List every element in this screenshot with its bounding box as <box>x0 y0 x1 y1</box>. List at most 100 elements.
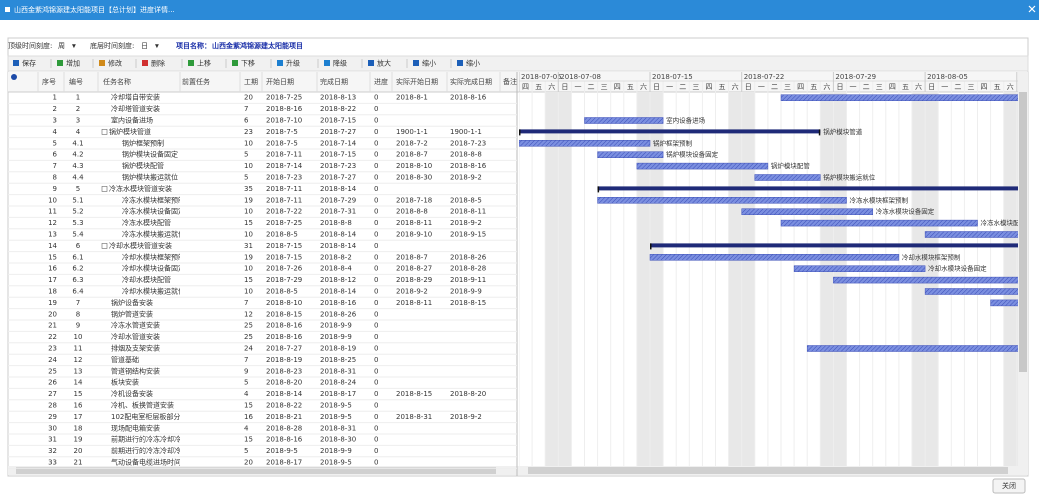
task-bar[interactable] <box>780 219 978 227</box>
cell: 4 <box>76 128 81 136</box>
weekday-label: 日 <box>745 83 752 91</box>
v-scroll-thumb[interactable] <box>1019 92 1027 372</box>
task-bar[interactable] <box>636 162 769 170</box>
toolbar-button[interactable]: 缩小 <box>422 59 436 68</box>
column-header[interactable]: 序号 <box>42 77 56 86</box>
toolbar-button[interactable]: 下移 <box>241 59 255 68</box>
column-header[interactable]: 开始日期 <box>266 77 294 86</box>
column-header[interactable]: 实际开始日期 <box>396 77 438 86</box>
top-scale-select[interactable]: 周 <box>58 42 65 50</box>
cell: 2018-9-2 <box>450 413 482 421</box>
task-name: 现场配电箱安装 <box>111 423 160 432</box>
cell: 2018-8-15 <box>396 390 432 398</box>
task-bar[interactable] <box>754 174 821 181</box>
toolbar-button[interactable]: 上移 <box>197 59 211 68</box>
task-bar[interactable] <box>584 117 664 124</box>
toolbar-icon[interactable] <box>457 60 463 66</box>
task-bar[interactable] <box>741 208 873 215</box>
column-header[interactable]: 完成日期 <box>320 77 348 86</box>
cell: 2018-9-5 <box>320 413 352 421</box>
toolbar-button[interactable]: 修改 <box>108 59 122 68</box>
h-scroll-thumb[interactable] <box>16 467 496 474</box>
bottom-scale-select[interactable]: 日 <box>141 42 148 50</box>
cell: 0 <box>374 367 378 375</box>
task-name: 冷冻水模块搬运就位 <box>122 230 185 239</box>
toolbar-button[interactable]: 升级 <box>286 59 300 68</box>
toolbar-icon[interactable] <box>413 60 419 66</box>
column-header[interactable]: 进度 <box>374 77 388 86</box>
toolbar-icon[interactable] <box>142 60 148 66</box>
cell: 2018-9-2 <box>450 219 482 227</box>
task-bar[interactable] <box>924 288 1039 295</box>
cell: 7 <box>244 299 248 307</box>
task-bar[interactable] <box>990 299 1039 307</box>
bar-label: 锅炉模块管道 <box>823 127 863 136</box>
task-name: 冷冻水模块配管 <box>122 218 171 227</box>
collapse-toggle[interactable] <box>101 186 108 192</box>
cell: 2018-7-15 <box>266 242 302 250</box>
column-header[interactable]: 前置任务 <box>182 77 210 86</box>
task-bar[interactable] <box>806 345 1039 352</box>
cell: 2018-8-16 <box>450 162 487 170</box>
toolbar-button[interactable]: 放大 <box>377 59 391 68</box>
cell: 7 <box>76 299 80 307</box>
column-header[interactable]: 实际完成日期 <box>450 77 492 86</box>
task-bar[interactable] <box>793 265 926 272</box>
cell: 19 <box>244 196 253 204</box>
task-bar[interactable] <box>780 94 1039 101</box>
task-name: 排烟及支架安装 <box>111 344 160 353</box>
toolbar-icon[interactable] <box>57 60 63 66</box>
task-name: 冷机、板换管道安装 <box>111 401 174 410</box>
cell: 2018-8-8 <box>320 219 352 227</box>
column-header[interactable]: 工期 <box>244 78 258 86</box>
cell: 2018-8-17 <box>320 390 356 398</box>
column-header[interactable]: 任务名称 <box>103 77 131 86</box>
toolbar-icon[interactable] <box>188 60 194 66</box>
cell: 27 <box>48 390 57 398</box>
cell: 10 <box>244 265 253 273</box>
cell: 0 <box>374 459 378 467</box>
toolbar-button[interactable]: 删除 <box>151 59 165 68</box>
cell: 15 <box>244 219 253 227</box>
toolbar-icon[interactable] <box>99 60 105 66</box>
close-button[interactable] <box>992 478 1026 494</box>
weekday-label: 六 <box>823 82 830 91</box>
collapse-toggle[interactable] <box>101 129 108 135</box>
toolbar-button[interactable]: 增加 <box>66 59 80 68</box>
cell: 2018-8-30 <box>396 174 432 182</box>
toolbar-button[interactable]: 保存 <box>22 59 36 68</box>
task-bar[interactable] <box>597 151 664 158</box>
close-icon[interactable] <box>1028 5 1036 13</box>
cell: 2018-7-23 <box>320 162 356 170</box>
cell: 2018-8-14 <box>320 185 357 193</box>
h-scroll-thumb[interactable] <box>528 467 1008 474</box>
weekday-label: 五 <box>535 83 542 91</box>
summary-cap <box>818 129 821 136</box>
cell: 2018-8-15 <box>450 299 486 307</box>
cell: 2018-8-4 <box>320 265 352 273</box>
cell: 2018-7-18 <box>396 196 432 204</box>
toolbar-icon[interactable] <box>324 60 330 66</box>
cell: 4.1 <box>72 139 83 147</box>
column-header[interactable]: 备注 <box>503 77 517 86</box>
task-bar[interactable] <box>924 231 1039 238</box>
task-bar[interactable] <box>649 254 900 261</box>
toolbar-icon[interactable] <box>13 60 19 66</box>
cell: 26 <box>48 379 57 387</box>
cell: 10 <box>244 208 253 216</box>
task-bar[interactable] <box>833 276 1030 284</box>
toolbar-icon[interactable] <box>232 60 238 66</box>
task-name: 锅炉模块搬运就位 <box>122 173 178 182</box>
task-bar[interactable] <box>519 140 651 147</box>
toolbar-button[interactable]: 降级 <box>333 59 347 68</box>
cell: 20 <box>244 459 253 467</box>
toolbar-button[interactable]: 缩小 <box>466 59 480 68</box>
column-header[interactable]: 编号 <box>69 77 83 86</box>
toolbar-icon[interactable] <box>368 60 374 66</box>
h-scrollbar[interactable] <box>8 466 1028 475</box>
toolbar-icon[interactable] <box>277 60 283 66</box>
task-bar[interactable] <box>597 197 847 204</box>
collapse-toggle[interactable] <box>101 243 108 249</box>
close-button-label[interactable]: 关闭 <box>1002 481 1016 490</box>
cell: 16 <box>74 402 83 410</box>
